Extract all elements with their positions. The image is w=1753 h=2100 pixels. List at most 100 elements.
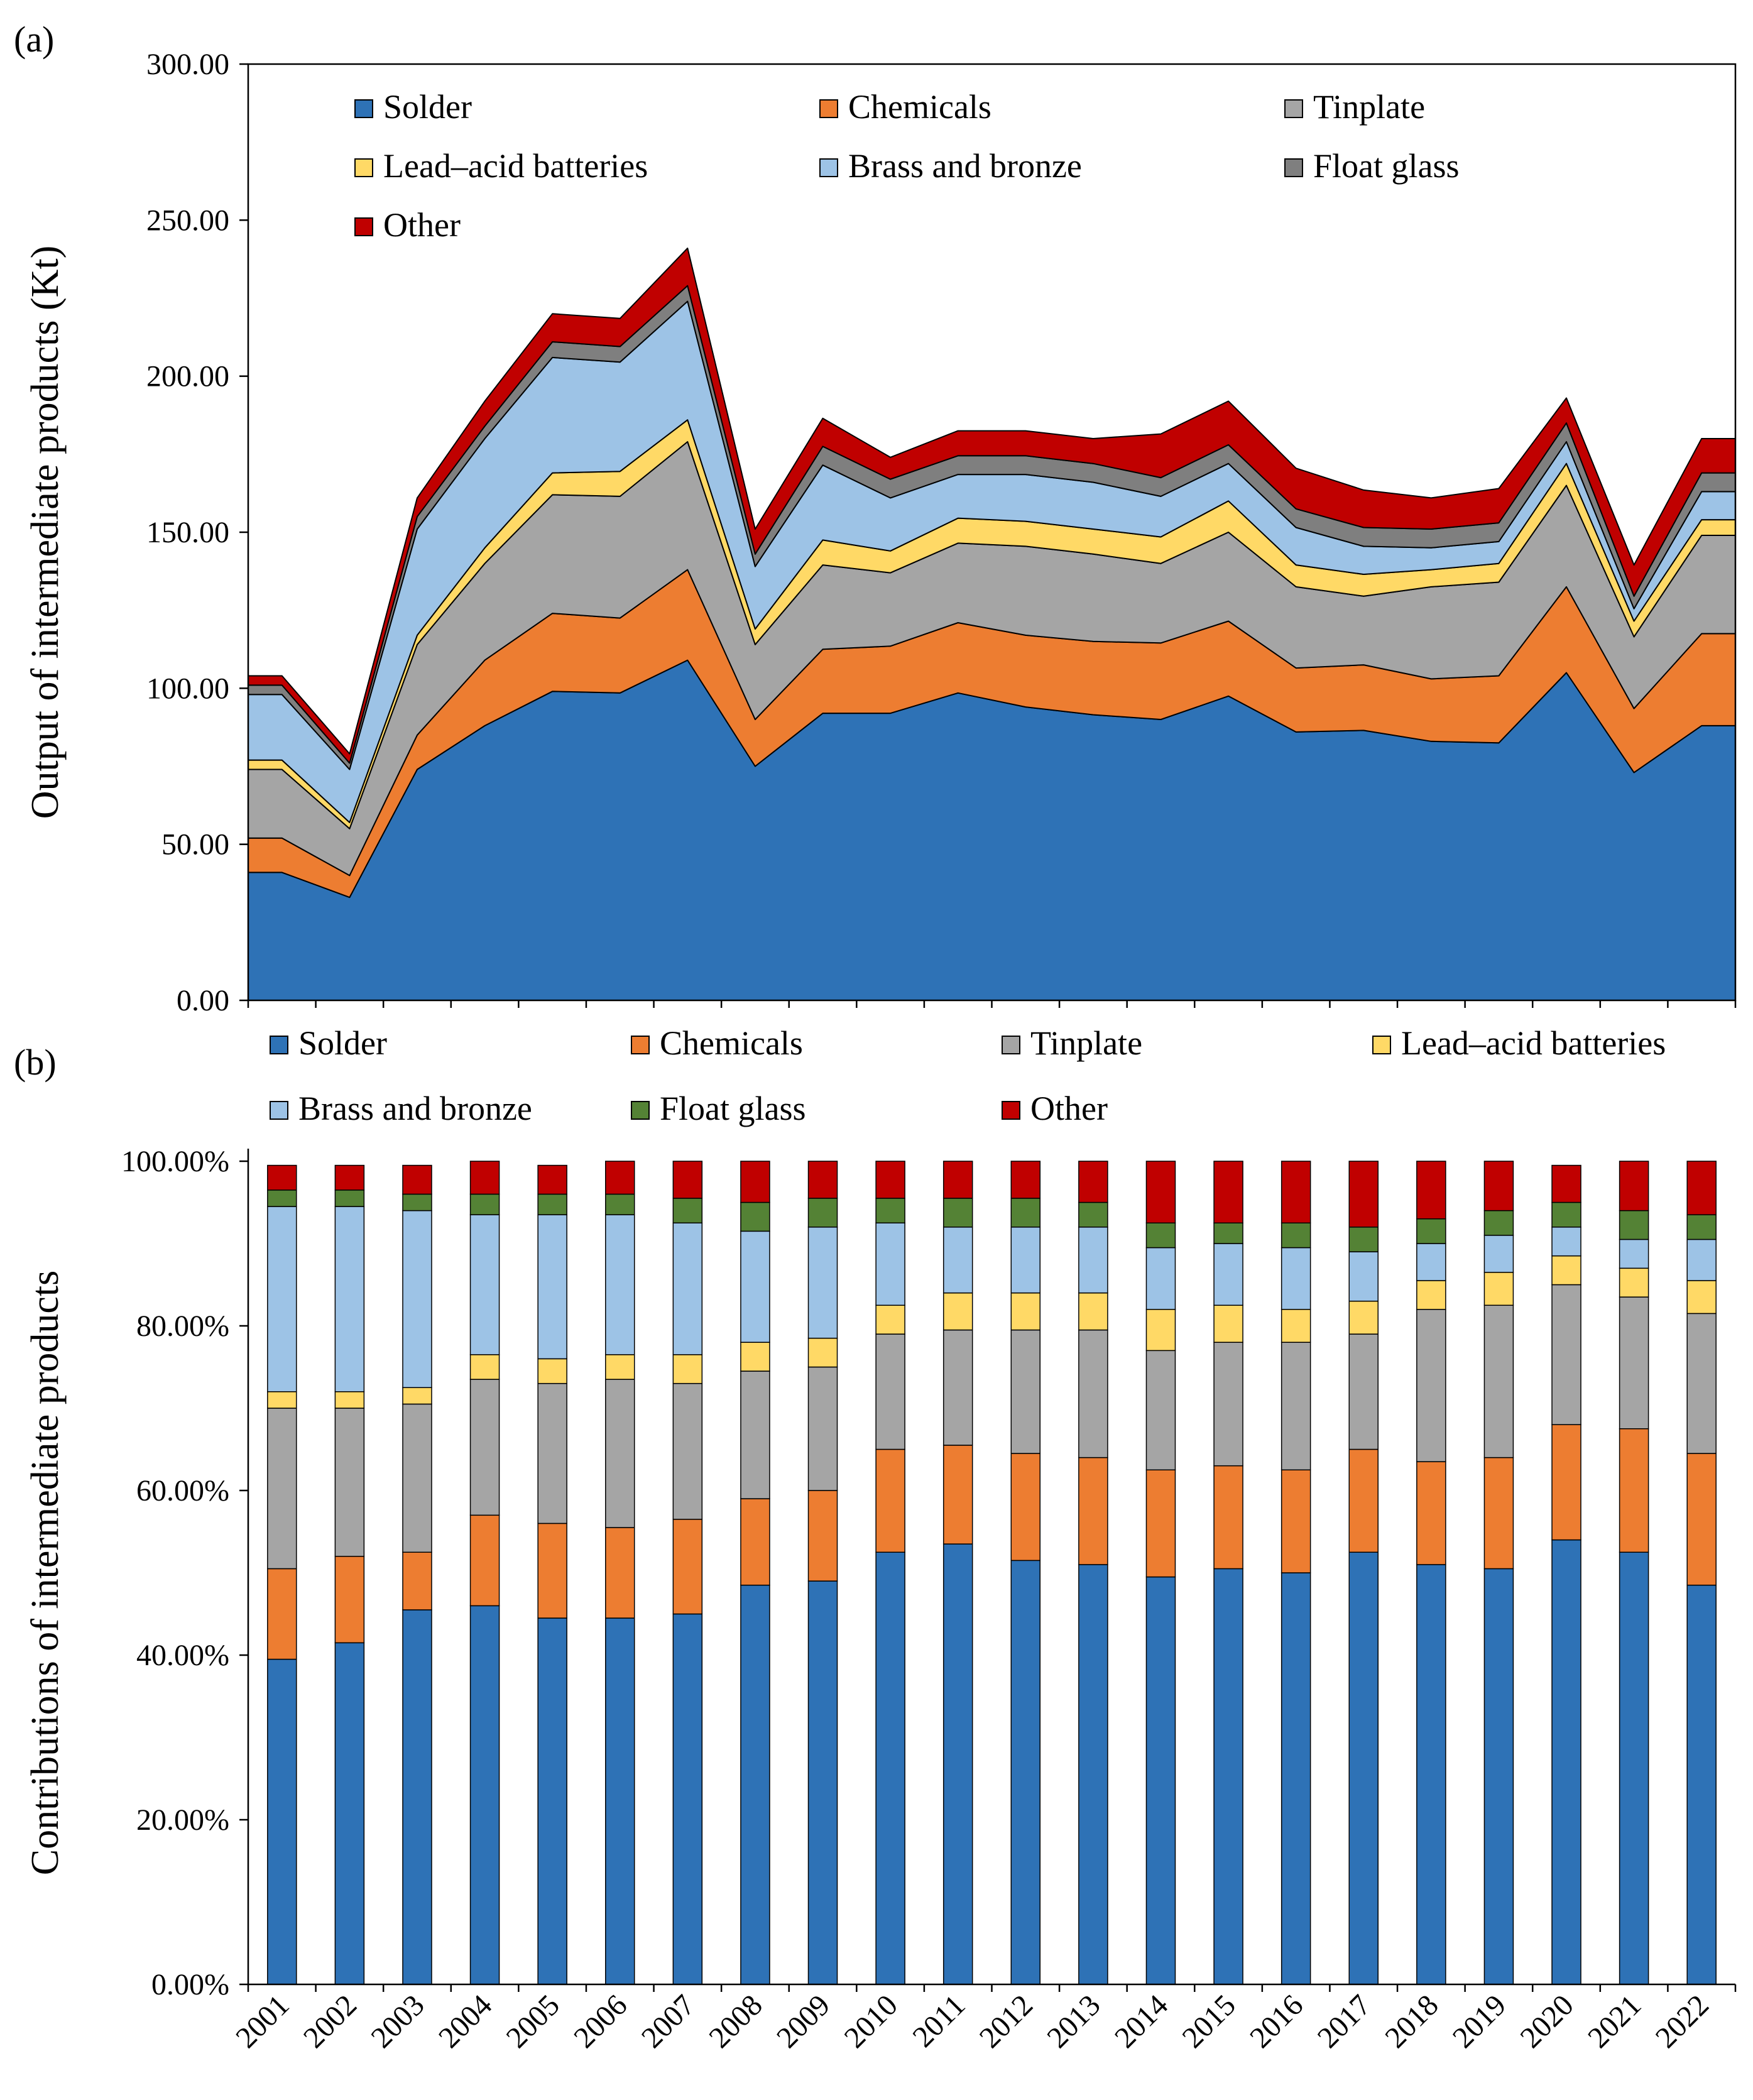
bar-float-glass-2018 bbox=[1416, 1218, 1446, 1244]
bar-lead-acid-batteries-2006 bbox=[605, 1354, 635, 1380]
bar-other-2016 bbox=[1281, 1161, 1311, 1223]
bar-tinplate-2016 bbox=[1281, 1342, 1311, 1470]
bar-brass-and-bronze-2002 bbox=[334, 1206, 365, 1392]
bar-brass-and-bronze-2005 bbox=[537, 1214, 567, 1360]
bar-brass-and-bronze-2003 bbox=[402, 1210, 432, 1388]
bar-tinplate-2022 bbox=[1686, 1313, 1717, 1454]
legend-label-a: Lead–acid batteries bbox=[383, 147, 648, 185]
x-tick-label-b: 2001 bbox=[229, 1988, 295, 2054]
bar-brass-and-bronze-2011 bbox=[942, 1227, 973, 1294]
chart-b: 2001 2002 2003 2004 2005 2006 2007 2008 2009 2010… bbox=[24, 1024, 1737, 2055]
bar-float-glass-2019 bbox=[1483, 1210, 1514, 1236]
x-tick-label-b: 2006 bbox=[567, 1988, 633, 2054]
bar-chemicals-2002 bbox=[334, 1556, 365, 1644]
bar-tinplate-2021 bbox=[1619, 1296, 1649, 1430]
bar-other-2003 bbox=[402, 1164, 432, 1195]
y-tick-label-b: 40.00% bbox=[136, 1639, 229, 1672]
legend-swatch-a bbox=[1284, 158, 1303, 177]
legend-swatch-b bbox=[631, 1036, 650, 1054]
bar-float-glass-2004 bbox=[469, 1193, 500, 1215]
bar-chemicals-2018 bbox=[1416, 1461, 1446, 1565]
bar-other-2009 bbox=[807, 1161, 838, 1199]
legend-label-a: Solder bbox=[383, 88, 472, 126]
bar-brass-and-bronze-2010 bbox=[875, 1222, 905, 1306]
bar-solder-2010 bbox=[875, 1551, 905, 1985]
bar-tinplate-2001 bbox=[267, 1408, 297, 1570]
bar-tinplate-2009 bbox=[807, 1366, 838, 1491]
bar-solder-2015 bbox=[1213, 1568, 1243, 1985]
bar-chemicals-2006 bbox=[605, 1527, 635, 1619]
legend-label-a: Tinplate bbox=[1313, 88, 1425, 126]
bar-float-glass-2017 bbox=[1348, 1227, 1379, 1252]
y-tick-label-b: 20.00% bbox=[136, 1803, 229, 1837]
x-tick-label-b: 2012 bbox=[973, 1988, 1039, 2054]
bar-other-2022 bbox=[1686, 1161, 1717, 1215]
bar-solder-2006 bbox=[605, 1617, 635, 1985]
bar-other-2015 bbox=[1213, 1161, 1243, 1223]
bar-float-glass-2007 bbox=[672, 1198, 703, 1223]
y-tick-label-a: 50.00 bbox=[161, 828, 229, 861]
bar-other-2012 bbox=[1010, 1161, 1041, 1199]
bar-lead-acid-batteries-2016 bbox=[1281, 1309, 1311, 1343]
y-tick-label-a: 300.00 bbox=[146, 48, 229, 81]
bar-lead-acid-batteries-2009 bbox=[807, 1337, 838, 1368]
bar-chemicals-2021 bbox=[1619, 1428, 1649, 1553]
bar-tinplate-2017 bbox=[1348, 1333, 1379, 1450]
x-tick-label-b: 2009 bbox=[770, 1988, 836, 2054]
legend-swatch-a bbox=[354, 99, 373, 118]
bar-chemicals-2005 bbox=[537, 1523, 567, 1619]
bar-solder-2007 bbox=[672, 1613, 703, 1985]
bar-float-glass-2006 bbox=[605, 1193, 635, 1215]
chart-a: 0.00 50.00 100.00 150.00 200.00 250.00 300.00 O… bbox=[24, 48, 1737, 1017]
bar-float-glass-2010 bbox=[875, 1198, 905, 1223]
bar-tinplate-2019 bbox=[1483, 1304, 1514, 1458]
bar-solder-2021 bbox=[1619, 1551, 1649, 1985]
bar-other-2011 bbox=[942, 1161, 973, 1199]
x-tick-label-b: 2002 bbox=[297, 1988, 363, 2054]
legend-swatch-b bbox=[1002, 1101, 1020, 1120]
bar-chemicals-2007 bbox=[672, 1519, 703, 1615]
bar-chemicals-2008 bbox=[740, 1498, 770, 1586]
x-tick-label-b: 2016 bbox=[1243, 1988, 1309, 2054]
bar-lead-acid-batteries-2004 bbox=[469, 1354, 500, 1380]
bar-lead-acid-batteries-2017 bbox=[1348, 1300, 1379, 1335]
x-tick-label-b: 2013 bbox=[1040, 1988, 1106, 2054]
x-tick-label-b: 2019 bbox=[1446, 1988, 1512, 2054]
y-tick-label-a: 200.00 bbox=[146, 360, 229, 393]
legend-label-a: Other bbox=[383, 206, 461, 244]
bar-other-2010 bbox=[875, 1161, 905, 1199]
bar-lead-acid-batteries-2005 bbox=[537, 1358, 567, 1384]
bar-tinplate-2012 bbox=[1010, 1329, 1041, 1454]
legend-label-b: Tinplate bbox=[1030, 1024, 1142, 1062]
bar-solder-2012 bbox=[1010, 1560, 1041, 1985]
bar-chemicals-2017 bbox=[1348, 1448, 1379, 1553]
bar-lead-acid-batteries-2019 bbox=[1483, 1272, 1514, 1306]
bar-tinplate-2020 bbox=[1551, 1284, 1581, 1425]
bar-brass-and-bronze-2015 bbox=[1213, 1243, 1243, 1306]
x-tick-label-b: 2022 bbox=[1649, 1988, 1715, 2054]
bar-other-2021 bbox=[1619, 1161, 1649, 1211]
bar-float-glass-2012 bbox=[1010, 1198, 1041, 1228]
x-tick-label-b: 2011 bbox=[906, 1988, 971, 2054]
y-tick-label-a: 100.00 bbox=[146, 672, 229, 705]
legend-swatch-a bbox=[1284, 99, 1303, 118]
bar-lead-acid-batteries-2018 bbox=[1416, 1280, 1446, 1310]
bar-other-2013 bbox=[1078, 1161, 1108, 1203]
bar-lead-acid-batteries-2015 bbox=[1213, 1304, 1243, 1343]
bar-lead-acid-batteries-2008 bbox=[740, 1342, 770, 1372]
y-tick-label-a: 0.00 bbox=[177, 984, 229, 1017]
bar-solder-2020 bbox=[1551, 1539, 1581, 1985]
x-tick-label-b: 2014 bbox=[1108, 1988, 1174, 2054]
x-tick-label-b: 2021 bbox=[1581, 1988, 1647, 2054]
bar-tinplate-2014 bbox=[1145, 1350, 1176, 1471]
bar-solder-2014 bbox=[1145, 1576, 1176, 1985]
bar-lead-acid-batteries-2012 bbox=[1010, 1292, 1041, 1331]
bar-float-glass-2009 bbox=[807, 1198, 838, 1228]
legend-swatch-b bbox=[1372, 1036, 1391, 1054]
x-tick-label-b: 2007 bbox=[635, 1988, 701, 2054]
bar-tinplate-2013 bbox=[1078, 1329, 1108, 1458]
bar-float-glass-2008 bbox=[740, 1201, 770, 1232]
legend-label-b: Other bbox=[1030, 1090, 1108, 1127]
legend-swatch-a bbox=[819, 158, 838, 177]
x-tick-label-b: 2008 bbox=[702, 1988, 768, 2054]
